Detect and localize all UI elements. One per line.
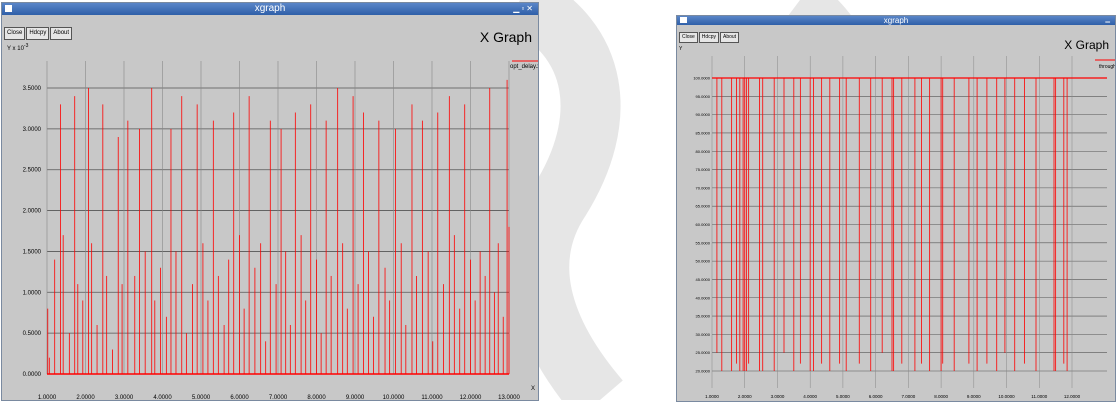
about-button[interactable]: About xyxy=(50,27,73,40)
x-tick-label: 11.0000 xyxy=(1031,394,1047,399)
xgraph-window-left: xgraph ▁▫✕ Close Hdcpy About X Graph Y x… xyxy=(1,2,539,401)
graph-title: X Graph xyxy=(1064,38,1109,52)
x-tick-label: 6.0000 xyxy=(230,395,249,400)
x-tick-label: 13.0000 xyxy=(498,395,520,400)
x-tick-label: 9.0000 xyxy=(346,395,365,400)
y-tick-label: 40.0000 xyxy=(696,295,711,300)
hdcpy-button[interactable]: Hdcpy xyxy=(26,27,50,40)
y-tick-label: 3.5000 xyxy=(23,86,42,92)
x-tick-label: 9.0000 xyxy=(967,394,981,399)
hdcpy-button[interactable]: Hdcpy xyxy=(698,32,719,43)
x-tick-label: 7.0000 xyxy=(901,394,915,399)
y-tick-label: 50.0000 xyxy=(696,259,711,264)
xgraph-window-right: xgraph ▁ Close Hdcpy About X Graph Y 20.… xyxy=(676,15,1116,402)
y-tick-label: 35.0000 xyxy=(696,314,711,319)
y-tick-label: 25.0000 xyxy=(696,350,711,355)
x-tick-label: 10.0000 xyxy=(383,395,405,400)
x-tick-label: 6.0000 xyxy=(869,394,883,399)
title-bar[interactable]: xgraph ▁ xyxy=(677,16,1115,25)
legend-label: throughput xyxy=(1099,64,1115,70)
window-menu-icon[interactable] xyxy=(5,5,12,12)
y-tick-label: 80.0000 xyxy=(696,149,711,154)
y-tick-label: 70.0000 xyxy=(696,185,711,190)
button-row: Close Hdcpy About xyxy=(679,32,740,43)
button-row: Close Hdcpy About xyxy=(4,27,73,40)
x-tick-label: 2.0000 xyxy=(738,394,752,399)
y-tick-label: 90.0000 xyxy=(696,112,711,117)
y-axis-label-text: Y x 10 xyxy=(7,46,24,52)
y-axis-label: Y xyxy=(679,46,683,52)
y-tick-label: 3.0000 xyxy=(23,127,42,133)
x-tick-label: 12.0000 xyxy=(460,395,482,400)
y-tick-label: 1.0000 xyxy=(23,290,42,296)
x-tick-label: 8.0000 xyxy=(307,395,326,400)
x-tick-label: 10.0000 xyxy=(998,394,1015,399)
x-axis-label: X xyxy=(531,386,535,392)
about-button[interactable]: About xyxy=(719,32,740,43)
y-tick-label: 30.0000 xyxy=(696,332,711,337)
y-tick-label: 2.5000 xyxy=(23,168,42,174)
y-tick-label: 60.0000 xyxy=(696,222,711,227)
y-axis-exponent: -3 xyxy=(23,43,29,49)
title-bar[interactable]: xgraph ▁▫✕ xyxy=(2,3,538,15)
window-controls[interactable]: ▁ xyxy=(1105,17,1112,23)
x-tick-label: 1.0000 xyxy=(705,394,719,399)
y-tick-label: 0.0000 xyxy=(23,372,42,378)
y-tick-label: 2.0000 xyxy=(23,209,42,215)
window-title: xgraph xyxy=(254,3,286,14)
graph-title: X Graph xyxy=(479,29,532,45)
y-tick-label: 100.0000 xyxy=(693,76,710,81)
y-tick-label: 1.5000 xyxy=(23,249,42,255)
x-tick-label: 11.0000 xyxy=(421,395,443,400)
window-menu-icon[interactable] xyxy=(680,17,687,23)
x-tick-label: 2.0000 xyxy=(76,395,95,400)
y-tick-label: 95.0000 xyxy=(696,94,711,99)
y-tick-label: 20.0000 xyxy=(696,369,711,374)
x-tick-label: 4.0000 xyxy=(153,395,172,400)
x-tick-label: 1.0000 xyxy=(38,395,57,400)
y-tick-label: 45.0000 xyxy=(696,277,711,282)
legend-label: opt_delay.xg xyxy=(510,64,538,70)
y-tick-label: 0.5000 xyxy=(23,331,42,337)
x-tick-label: 7.0000 xyxy=(269,395,288,400)
y-tick-label: 65.0000 xyxy=(696,204,711,209)
chart-left: 0.0000 0.5000 1.0000 1.5000 2.0000 2.5000 3.00… xyxy=(23,60,538,400)
x-tick-label: 5.0000 xyxy=(192,395,211,400)
chart-right: 20.0000 25.0000 30.0000 35.0000 40.0000 45.00… xyxy=(693,56,1115,399)
y-axis-label: Y x 10-3 xyxy=(7,43,28,52)
x-tick-label: 4.0000 xyxy=(803,394,817,399)
x-tick-label: 12.0000 xyxy=(1064,394,1081,399)
x-tick-label: 3.0000 xyxy=(771,394,785,399)
close-button[interactable]: Close xyxy=(679,32,698,43)
close-button[interactable]: Close xyxy=(4,27,26,40)
x-tick-label: 5.0000 xyxy=(836,394,850,399)
y-tick-label: 55.0000 xyxy=(696,240,711,245)
y-tick-label: 75.0000 xyxy=(696,167,711,172)
x-tick-label: 8.0000 xyxy=(934,394,948,399)
x-tick-label: 3.0000 xyxy=(115,395,134,400)
window-controls[interactable]: ▁▫✕ xyxy=(513,4,535,13)
window-title: xgraph xyxy=(883,16,909,25)
y-tick-label: 85.0000 xyxy=(696,130,711,135)
